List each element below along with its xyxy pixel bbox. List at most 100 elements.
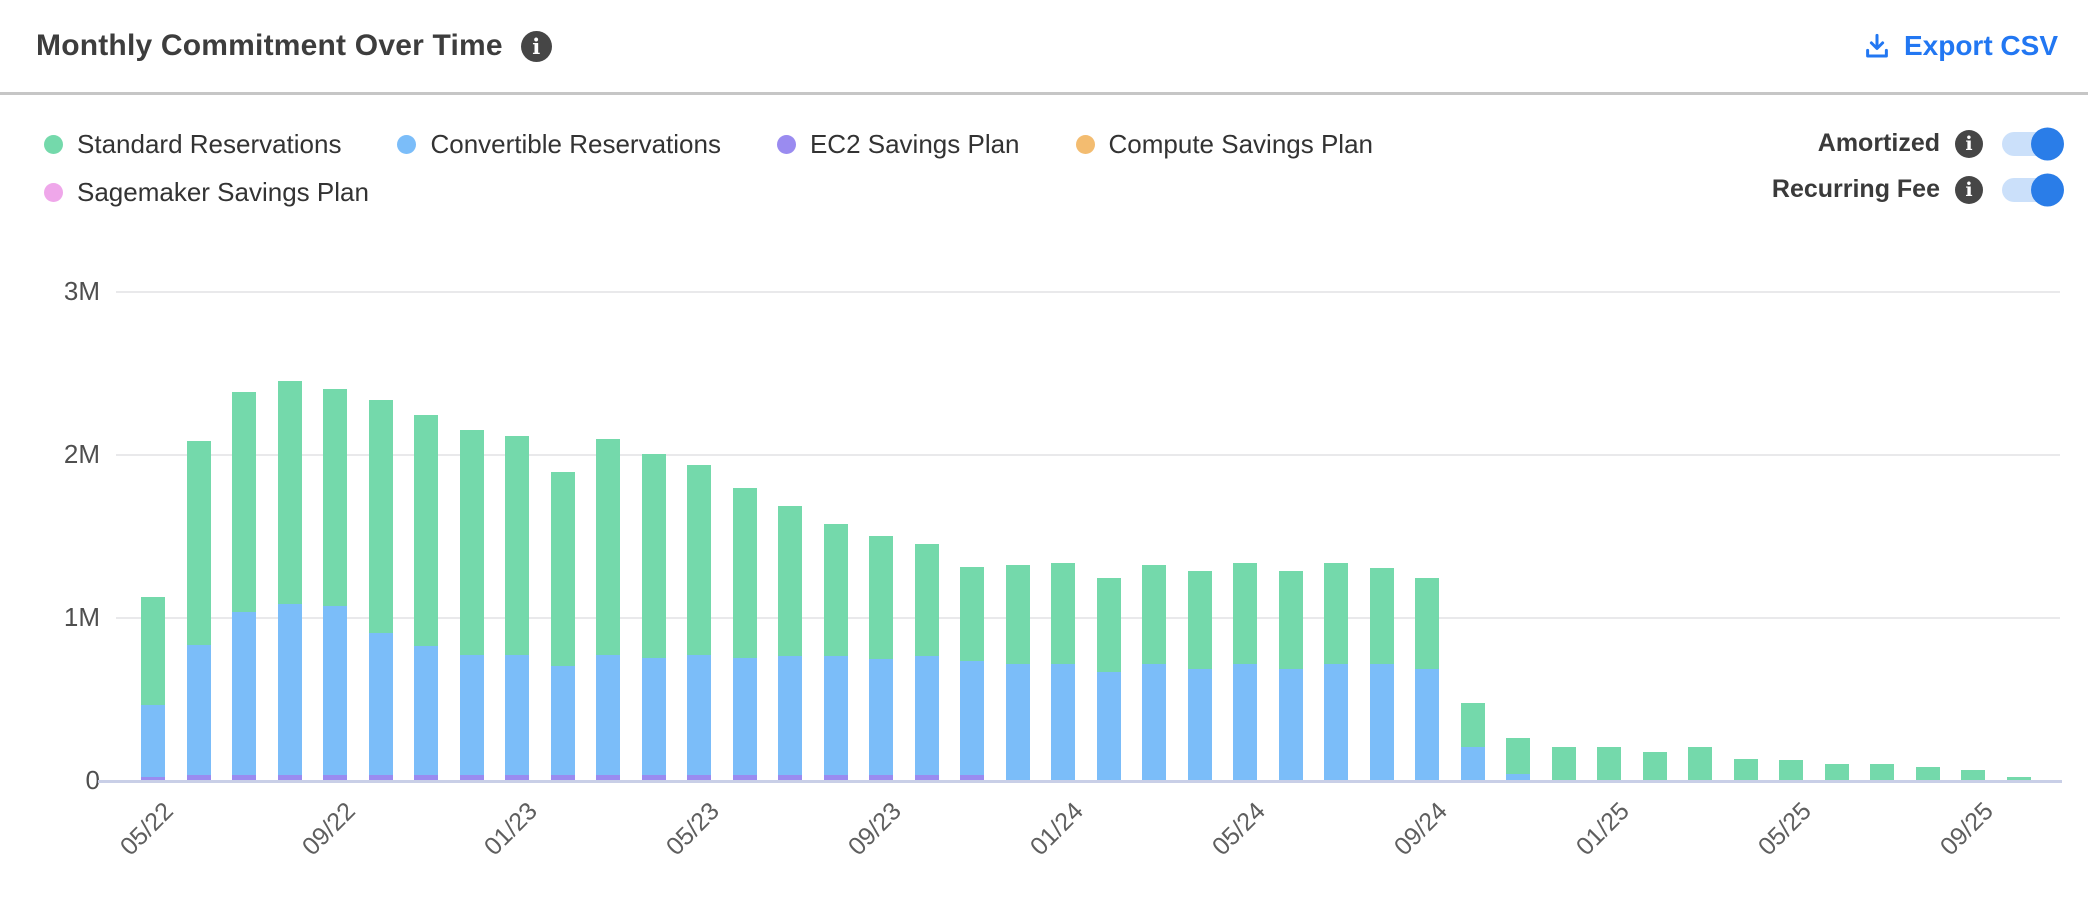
bar-segment-standard-reservations: [1369, 568, 1394, 665]
x-tick-label-01-24: 01/24: [1024, 797, 1089, 862]
bar-11-24[interactable]: [1506, 737, 1530, 780]
bar-segment-standard-reservations: [1642, 752, 1667, 780]
bar-07-22[interactable]: [232, 392, 256, 780]
bar-segment-convertible-reservations: [641, 657, 666, 776]
legend-dot-convertible-reservations: [397, 134, 417, 154]
bar-segment-standard-reservations: [186, 440, 211, 645]
toggle-switch-amortized[interactable]: [2002, 127, 2064, 160]
bar-10-24[interactable]: [1460, 703, 1485, 780]
bar-04-25[interactable]: [1733, 758, 1758, 780]
bar-segment-standard-reservations: [1005, 564, 1030, 665]
bar-segment-convertible-reservations: [323, 605, 347, 776]
bar-04-23[interactable]: [641, 453, 666, 780]
bar-segment-standard-reservations: [1415, 577, 1439, 670]
info-icon[interactable]: i: [1955, 175, 1983, 204]
bar-04-24[interactable]: [1187, 571, 1212, 780]
bar-segment-standard-reservations: [596, 439, 620, 655]
bar-11-22[interactable]: [414, 414, 438, 780]
title-info-icon[interactable]: i: [520, 30, 552, 62]
info-icon[interactable]: i: [1955, 129, 1983, 158]
bar-segment-convertible-reservations: [141, 705, 165, 777]
bar-09-23[interactable]: [869, 535, 893, 780]
bar-segment-convertible-reservations: [823, 656, 848, 776]
bar-07-24[interactable]: [1324, 563, 1348, 780]
x-tick-label-05-25: 05/25: [1752, 797, 1817, 862]
bar-10-22[interactable]: [368, 400, 393, 780]
bar-segment-convertible-reservations: [1142, 664, 1166, 780]
chart-legend: Standard Reservations Convertible Reserva…: [44, 129, 1504, 207]
legend-item-sagemaker-savings-plan[interactable]: Sagemaker Savings Plan: [44, 177, 369, 207]
bar-segment-standard-reservations: [1688, 747, 1712, 780]
bar-segment-convertible-reservations: [869, 659, 893, 776]
bar-segment-standard-reservations: [869, 535, 893, 660]
bar-segment-ec2-savings-plan: [368, 775, 393, 780]
bar-03-25[interactable]: [1688, 747, 1712, 780]
gridline-3m: [116, 291, 2060, 293]
bar-segment-standard-reservations: [1824, 763, 1849, 780]
bar-02-24[interactable]: [1096, 577, 1121, 780]
bar-09-25[interactable]: [1961, 770, 1985, 780]
export-csv-button[interactable]: Export CSV: [1862, 30, 2058, 62]
bar-10-23[interactable]: [914, 543, 939, 780]
bar-12-22[interactable]: [459, 429, 484, 780]
x-tick-label-09-24: 09/24: [1388, 797, 1453, 862]
bar-segment-standard-reservations: [141, 597, 165, 706]
bar-10-25[interactable]: [2006, 776, 2031, 780]
bar-segment-ec2-savings-plan: [141, 776, 165, 780]
legend-item-compute-savings-plan[interactable]: Compute Savings Plan: [1075, 128, 1373, 159]
legend-item-standard-reservations[interactable]: Standard Reservations: [44, 129, 341, 159]
bar-05-25[interactable]: [1779, 760, 1803, 780]
bar-08-23[interactable]: [823, 524, 848, 780]
bar-02-25[interactable]: [1642, 752, 1667, 780]
bar-11-23[interactable]: [960, 566, 984, 780]
bar-06-23[interactable]: [732, 488, 757, 780]
bar-segment-convertible-reservations: [1278, 669, 1303, 780]
bar-segment-standard-reservations: [505, 436, 529, 655]
bar-03-23[interactable]: [596, 439, 620, 780]
bar-12-24[interactable]: [1551, 747, 1576, 780]
legend-item-convertible-reservations[interactable]: Convertible Reservations: [397, 129, 721, 159]
bar-segment-ec2-savings-plan: [550, 775, 575, 780]
bar-01-25[interactable]: [1597, 747, 1621, 780]
bar-segment-standard-reservations: [1779, 760, 1803, 780]
bar-segment-standard-reservations: [459, 429, 484, 655]
bar-07-25[interactable]: [1870, 763, 1894, 780]
legend-label: EC2 Savings Plan: [809, 128, 1020, 159]
bar-02-23[interactable]: [550, 471, 575, 780]
bar-segment-standard-reservations: [1233, 563, 1257, 665]
bar-03-24[interactable]: [1142, 564, 1166, 780]
bar-07-23[interactable]: [778, 506, 802, 780]
bar-segment-ec2-savings-plan: [505, 775, 529, 780]
legend-label: Compute Savings Plan: [1108, 128, 1373, 159]
bar-segment-convertible-reservations: [596, 654, 620, 776]
header-divider: [0, 92, 2088, 95]
bar-06-24[interactable]: [1278, 571, 1303, 780]
bar-01-24[interactable]: [1051, 563, 1075, 780]
bar-segment-ec2-savings-plan: [732, 775, 757, 780]
bar-08-25[interactable]: [1915, 767, 1940, 780]
bar-06-22[interactable]: [186, 440, 211, 780]
x-axis-line: [98, 780, 2062, 783]
bar-06-25[interactable]: [1824, 763, 1849, 780]
bar-segment-convertible-reservations: [960, 661, 984, 776]
bar-08-24[interactable]: [1369, 568, 1394, 780]
y-tick-label-2m: 2M: [63, 439, 100, 469]
bar-05-24[interactable]: [1233, 563, 1257, 780]
bar-09-22[interactable]: [323, 388, 347, 780]
x-tick-label-05-24: 05/24: [1206, 797, 1271, 862]
bar-08-22[interactable]: [277, 380, 302, 780]
bar-segment-ec2-savings-plan: [414, 775, 438, 780]
bar-segment-standard-reservations: [641, 453, 666, 658]
commitment-panel: Monthly Commitment Over Time i Export CS…: [0, 29, 2088, 862]
bar-09-24[interactable]: [1415, 577, 1439, 780]
toggle-switch-recurring-fee[interactable]: [2002, 173, 2064, 206]
toggle-label: Amortized: [1817, 129, 1940, 157]
bar-01-23[interactable]: [505, 436, 529, 780]
legend-item-ec2-savings-plan[interactable]: EC2 Savings Plan: [776, 128, 1020, 159]
bar-12-23[interactable]: [1005, 564, 1030, 780]
bar-05-22[interactable]: [141, 597, 165, 780]
bar-segment-convertible-reservations: [1369, 664, 1394, 780]
bar-segment-standard-reservations: [1915, 767, 1940, 780]
bar-05-23[interactable]: [687, 465, 711, 780]
bar-segment-convertible-reservations: [1324, 664, 1348, 780]
